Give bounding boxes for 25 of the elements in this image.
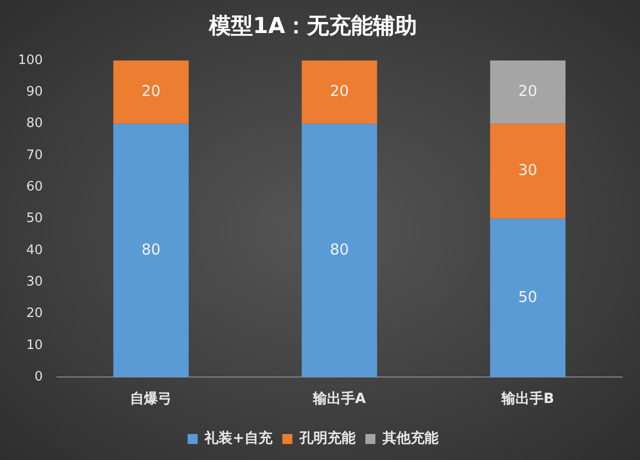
x-tick-label: 输出手B xyxy=(500,390,554,408)
y-tick-label: 50 xyxy=(26,211,43,226)
data-label: 80 xyxy=(330,240,349,258)
y-tick-label: 20 xyxy=(26,306,43,322)
chart-title: 模型1A：无充能辅助 xyxy=(208,12,418,39)
data-label: 80 xyxy=(141,240,161,258)
data-label: 20 xyxy=(330,82,349,100)
y-tick-label: 10 xyxy=(26,338,43,353)
y-tick-label: 70 xyxy=(26,148,43,163)
y-tick-label: 60 xyxy=(26,179,43,194)
y-tick-label: 30 xyxy=(26,274,43,290)
data-label: 50 xyxy=(518,288,538,306)
x-tick-label: 自爆弓 xyxy=(130,391,172,408)
y-tick-label: 90 xyxy=(26,84,43,100)
x-tick-label: 输出手A xyxy=(312,390,366,408)
y-tick-label: 100 xyxy=(18,52,43,68)
data-label: 20 xyxy=(141,82,161,100)
data-label: 30 xyxy=(518,161,538,180)
legend-label: 孔明充能 xyxy=(298,430,356,447)
data-label: 20 xyxy=(518,82,538,100)
y-tick-label: 80 xyxy=(26,116,43,132)
legend-label: 礼装+自充 xyxy=(204,430,274,447)
y-tick-label: 40 xyxy=(26,242,43,258)
legend-label: 其他充能 xyxy=(381,430,440,447)
y-tick-label: 0 xyxy=(34,370,43,385)
